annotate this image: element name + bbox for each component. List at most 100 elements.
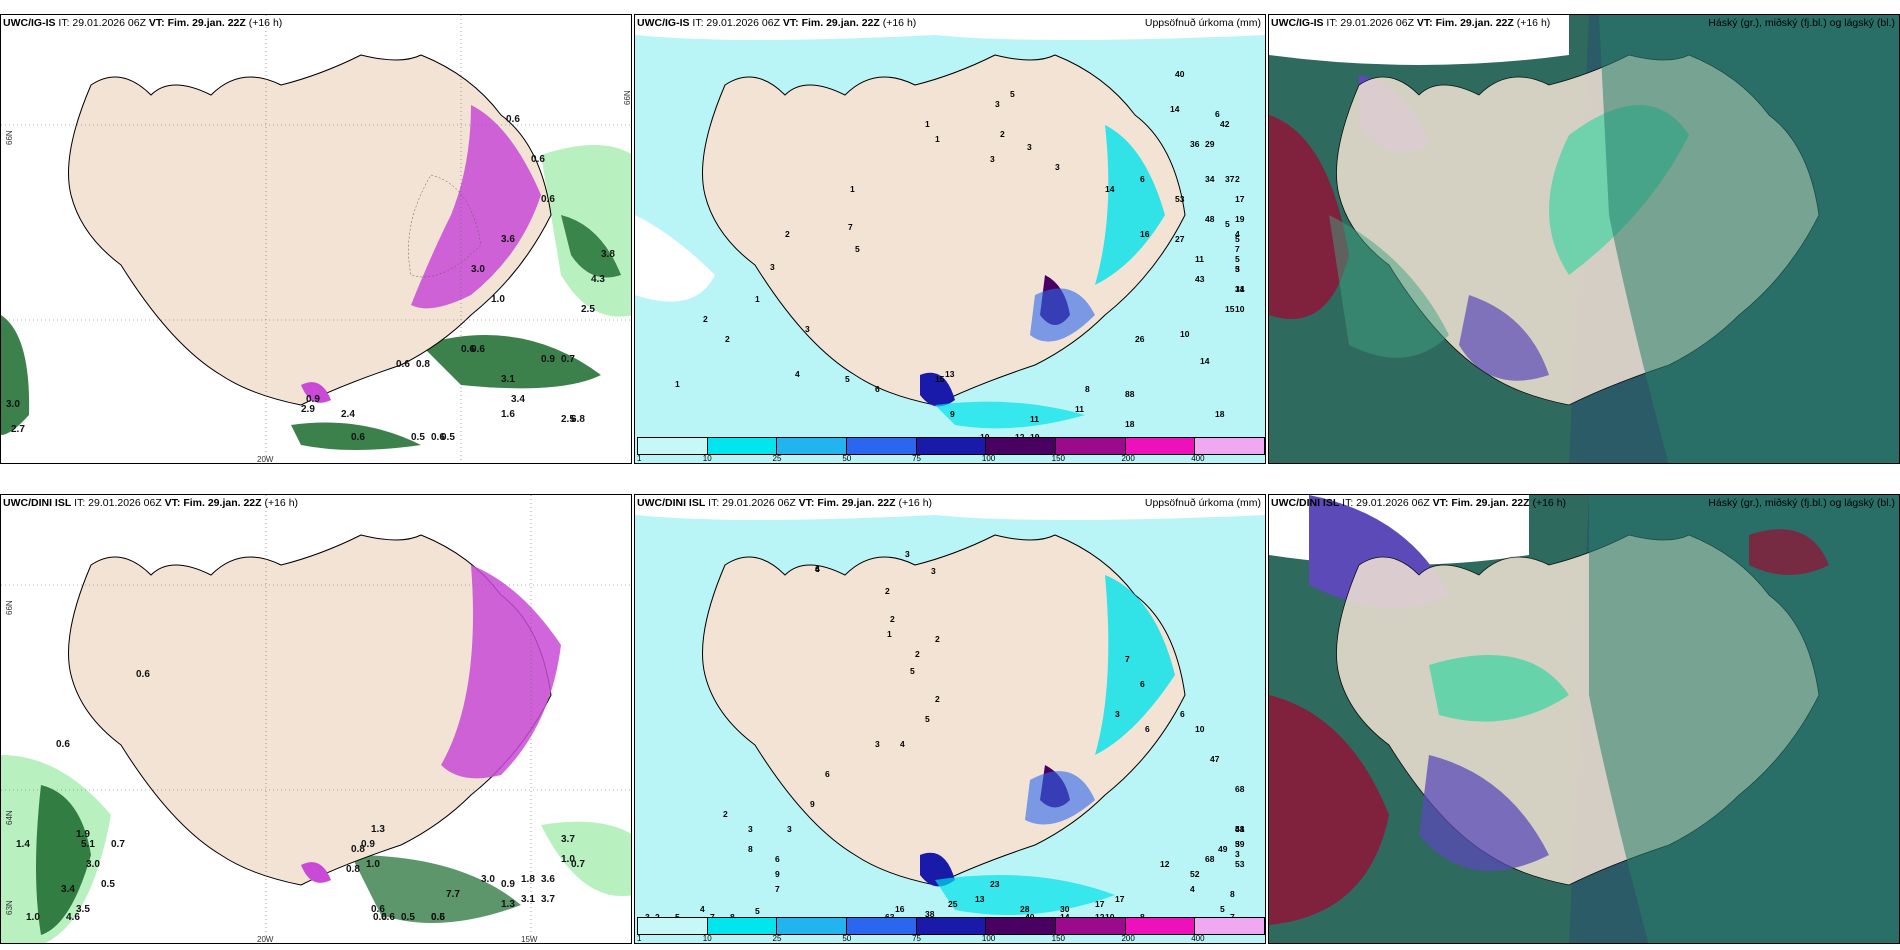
map-value-label: 0.7 [561,354,575,365]
map-value-label: 2 [935,694,940,704]
map-value-label: 1 [675,379,680,389]
map-value-label: 5 [1225,219,1230,229]
lat-label: 64N [5,810,14,825]
map-value-label: 5 [910,666,915,676]
map-value-label: 0.6 [56,739,70,750]
map-value-label: 5 [845,374,850,384]
map-value-label: 0.8 [346,864,360,875]
map-value-label: 15 [935,374,945,384]
colorbar-tick-label: 200 [1121,454,1135,463]
map-value-label: 3.1 [521,894,535,905]
map-value-label: 0.6 [541,194,555,205]
map-value-label: 5 [1235,264,1240,274]
map-value-label: 7.7 [446,889,460,900]
map-value-label: 3 [1235,849,1240,859]
map-value-label: 0.5 [441,432,455,443]
map-value-label: 5 [755,906,760,916]
map-value-label: 1.0 [26,912,40,923]
colorbar-tick-label: 100 [981,934,996,943]
map-value-label: 0.6 [351,432,365,443]
colorbar-segment [915,917,986,935]
map-value-label: 3 [1027,142,1032,152]
panel-title: Uppsöfnuð úrkoma (mm) [1144,17,1261,29]
map-value-label: 3 [787,824,792,834]
map-value-label: 10 [1180,329,1190,339]
panel-header: UWC/DINI ISL IT: 29.01.2026 06Z VT: Fim.… [3,497,299,509]
colorbar-tick-label: 10 [702,454,712,463]
colorbar-segment [985,917,1056,935]
map-value-label: 0.5 [411,432,425,443]
colorbar-segment [1194,917,1265,935]
map-value-label: 17 [1235,194,1245,204]
map-value-label: 0.8 [416,359,430,370]
colorbar-tick-label: 400 [1191,934,1205,943]
panel-header: UWC/DINI ISL IT: 29.01.2026 06Z VT: Fim.… [1271,497,1567,509]
map-value-label: 26 [1135,334,1145,344]
map-value-label: 28 [1020,904,1030,914]
map-value-label: 3.7 [561,834,575,845]
map-value-label: 4.6 [66,912,80,923]
precip-colorbar [637,437,1265,455]
map-value-label: 18 [1215,409,1225,419]
map-value-label: 2 [785,229,790,239]
map-value-label: 3 [805,324,810,334]
map-value-label: 8 [1230,889,1235,899]
map-value-label: 4 [900,739,905,749]
map-value-label: 11 [1075,404,1084,414]
map-value-label: 7 [1235,244,1240,254]
colorbar-segment [1055,917,1125,935]
map-value-label: 36 [1190,139,1200,149]
map-value-label: 52 [1190,869,1200,879]
map-value-label: 6 [1140,679,1145,689]
map-value-label: 6 [1180,709,1185,719]
colorbar-tick-label: 200 [1121,934,1135,943]
map-canvas [1269,15,1899,463]
map-value-label: 2 [1235,174,1240,184]
map-value-label: 0.7 [111,839,125,850]
map-value-label: 1.6 [501,409,515,420]
map-value-label: 3 [1115,709,1120,719]
colorbar-tick-label: 150 [1051,934,1066,943]
map-value-label: 14 [1200,356,1210,366]
map-value-label: 6.8 [571,414,585,425]
map-value-label: 5 [1235,234,1240,244]
map-value-label: 5 [1220,904,1225,914]
map-value-label: 3.0 [86,859,100,870]
map-value-label: 14 [1105,184,1115,194]
map-value-label: 39 [1235,839,1245,849]
colorbar-segment [637,917,707,935]
map-value-label: 6 [815,564,820,574]
colorbar-segment [706,437,777,455]
colorbar-tick-label: 75 [912,454,922,463]
map-value-label: 31 [1235,284,1245,294]
map-value-label: 5 [1235,254,1240,264]
map-canvas [635,15,1265,463]
map-value-label: 0.6 [506,114,520,125]
map-value-label: 6 [1145,724,1150,734]
map-value-label: 10 [1235,304,1245,314]
map-value-label: 3.0 [6,399,20,410]
panel-title: Háský (gr.), miðský (fj.bl.) og lágský (… [1708,497,1895,509]
colorbar-tick-label: 25 [772,454,782,463]
iceland-landmass [68,54,552,406]
map-value-label: 12 [1160,859,1170,869]
map-value-label: 3 [931,566,936,576]
colorbar-segment [846,437,916,455]
map-canvas [1,15,631,463]
map-value-label: 0.6 [531,154,545,165]
map-value-label: 13 [945,369,955,379]
lat-label: 63N [5,900,14,915]
map-value-label: 3 [875,739,880,749]
map-value-label: 23 [990,879,1000,889]
map-value-label: 1 [755,294,760,304]
map-value-label: 0.6 [431,432,445,443]
colorbar-tick-label: 100 [981,454,996,463]
map-value-label: 0.6 [373,912,387,923]
map-value-label: 11 [1195,254,1204,264]
map-value-label: 14 [1170,104,1180,114]
panel-header: UWC/IG-IS IT: 29.01.2026 06Z VT: Fim. 29… [1271,17,1551,29]
map-value-label: 2.4 [341,409,355,420]
lon-label: 15W [521,935,538,944]
map-value-label: 3.6 [501,234,515,245]
map-value-label: 49 [1218,844,1228,854]
